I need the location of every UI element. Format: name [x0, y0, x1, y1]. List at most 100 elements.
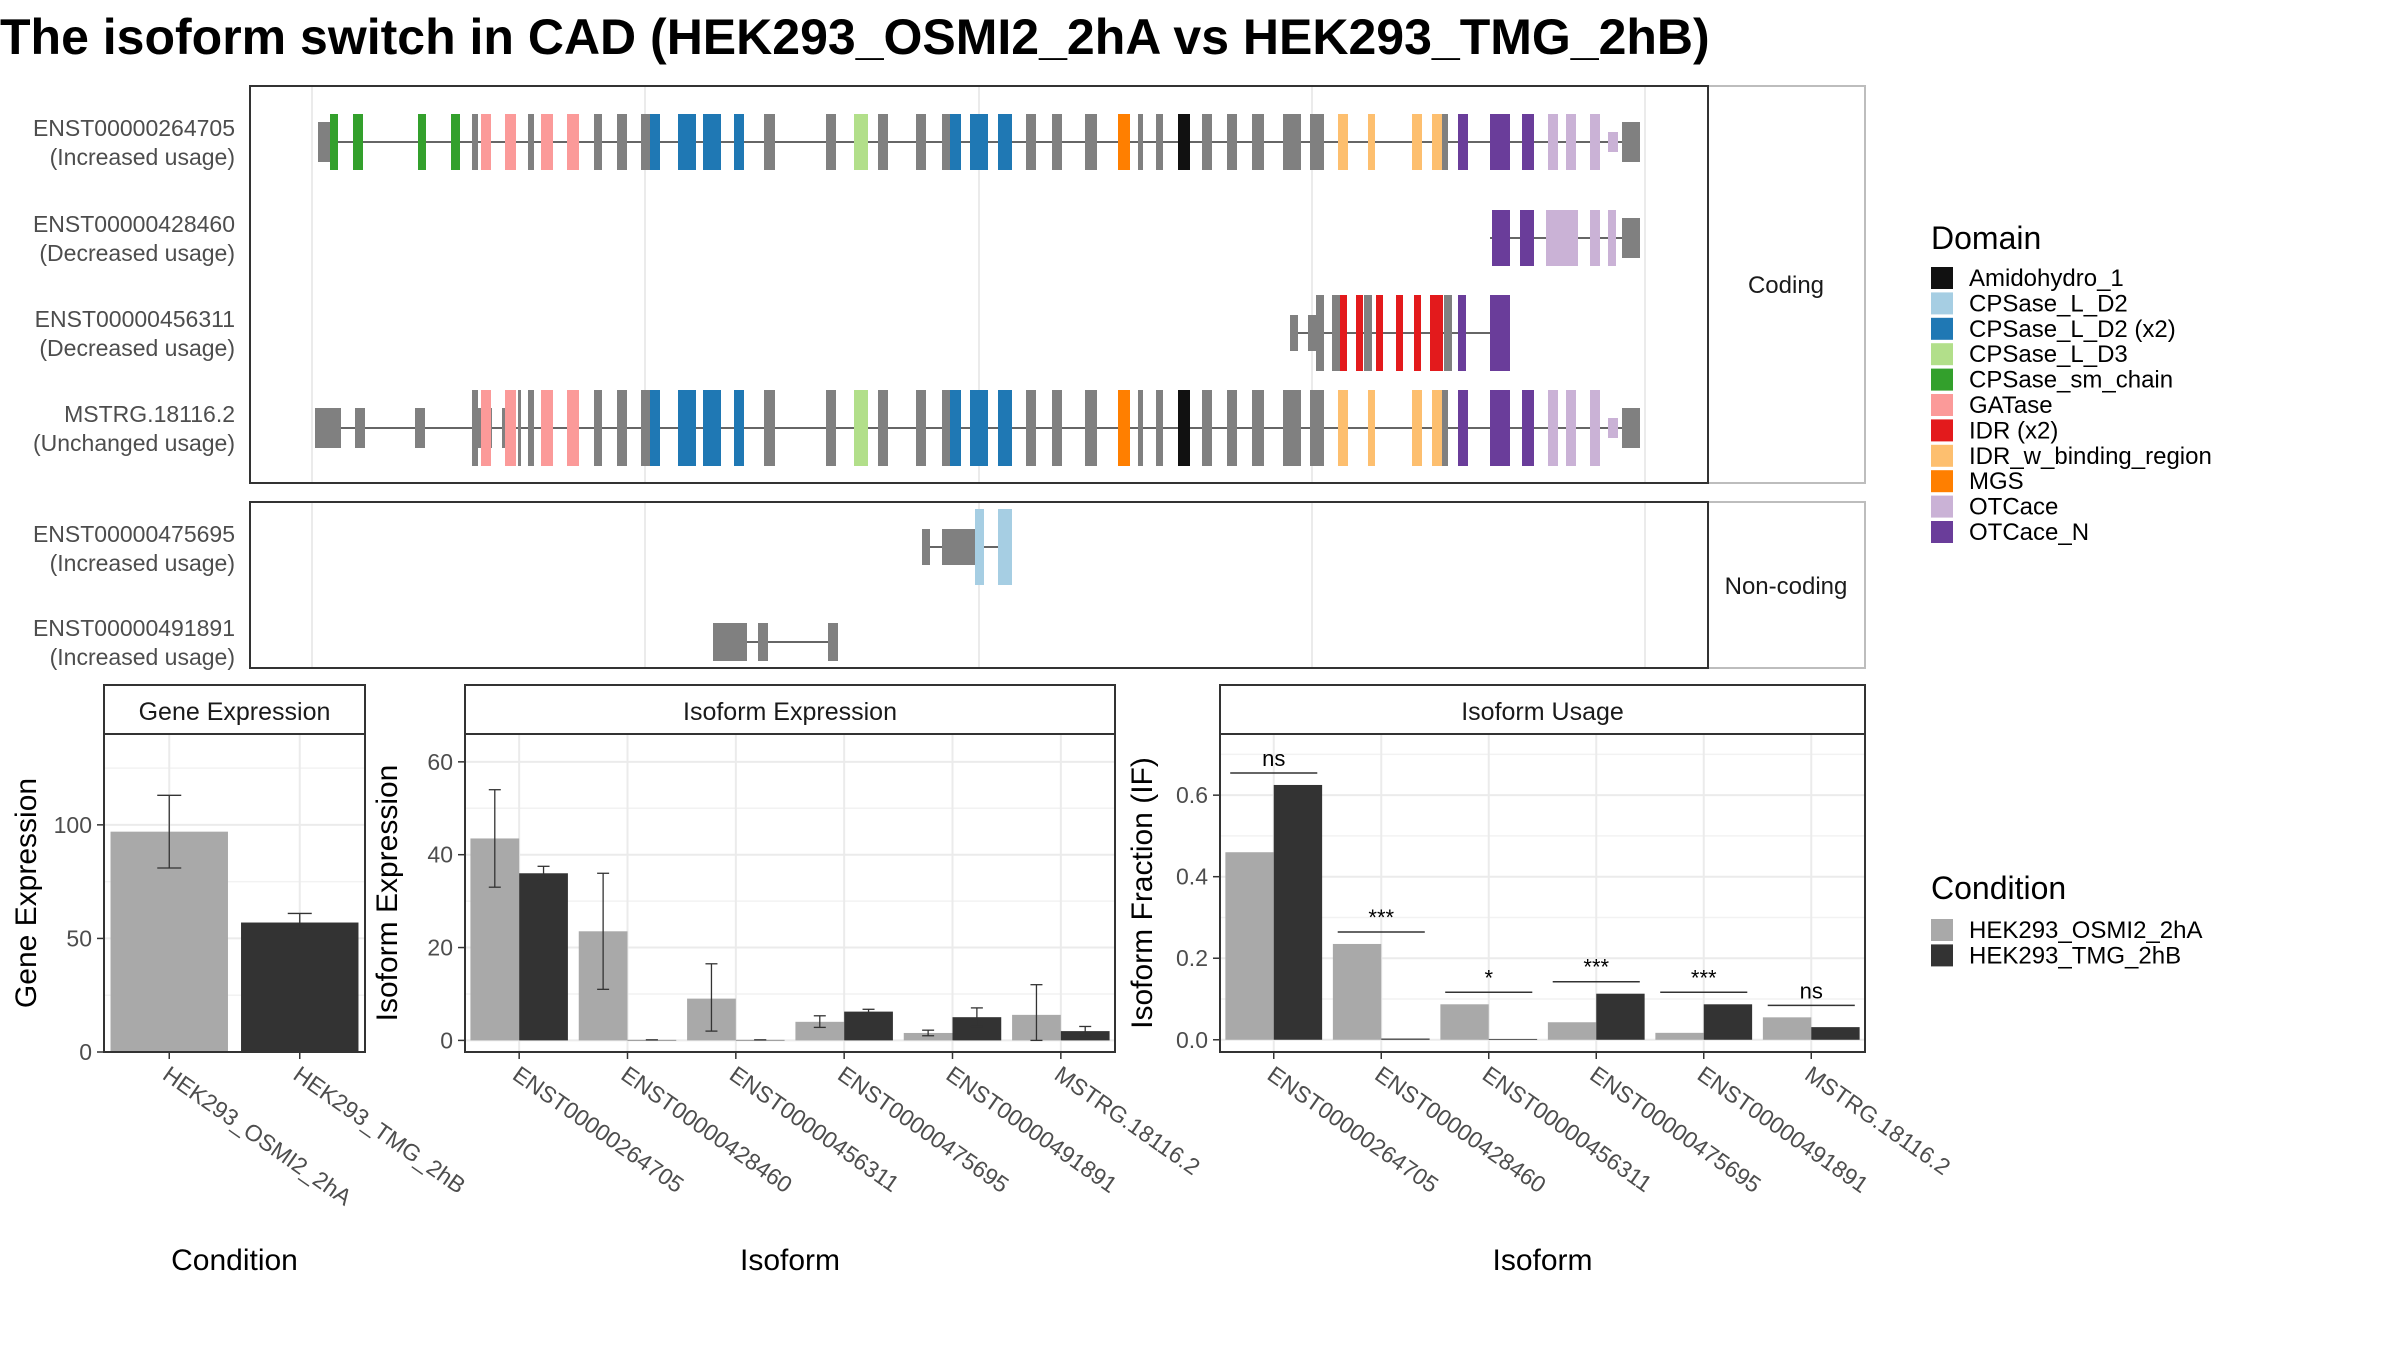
exon: [1052, 114, 1062, 170]
exon: [678, 390, 696, 466]
exon: [528, 114, 534, 170]
exon: [1548, 390, 1558, 466]
exon: [1252, 114, 1264, 170]
exon: [1138, 390, 1143, 466]
exon: [1252, 390, 1264, 466]
exon: [472, 114, 478, 170]
legend-swatch: [1931, 317, 1953, 340]
exon: [950, 114, 961, 170]
panel-strip: [464, 684, 1116, 735]
legend-item-label: HEK293_OSMI2_2hA: [1969, 917, 2202, 944]
exon: [1156, 114, 1163, 170]
utr-block: [942, 529, 976, 565]
track-usage-label: (Decreased usage): [39, 335, 235, 361]
exon: [650, 390, 660, 466]
exon: [1338, 114, 1348, 170]
exon: [518, 390, 521, 466]
exon: [650, 114, 660, 170]
utr-block: [1622, 408, 1640, 448]
exon: [1442, 114, 1448, 170]
legend-item-label: IDR_w_binding_region: [1969, 443, 2212, 470]
legend-swatch: [1931, 292, 1953, 315]
panel-title: Isoform Usage: [1461, 698, 1624, 726]
exon: [418, 114, 426, 170]
exon: [1608, 132, 1618, 152]
bar: [795, 1021, 845, 1041]
exon: [1608, 210, 1616, 266]
exon: [878, 390, 888, 466]
exon: [1552, 210, 1578, 266]
exon: [1310, 114, 1324, 170]
exon: [1178, 114, 1190, 170]
exon: [1608, 418, 1618, 438]
y-tick-label: 0: [440, 1027, 453, 1053]
track-id-label: ENST00000491891: [33, 615, 235, 641]
exon: [1178, 390, 1190, 466]
exon: [353, 114, 363, 170]
track-id-label: ENST00000264705: [33, 115, 235, 141]
utr-block: [1622, 122, 1640, 162]
exon: [1442, 390, 1448, 466]
significance-label: ***: [1691, 965, 1717, 990]
track-usage-label: (Increased usage): [50, 550, 235, 576]
bar: [1655, 1032, 1704, 1040]
bar: [903, 1032, 953, 1041]
exon: [567, 390, 579, 466]
exon: [1458, 295, 1466, 371]
exon: [505, 390, 516, 466]
exon: [1202, 390, 1212, 466]
y-axis-title: Gene Expression: [10, 778, 43, 1008]
exon: [1414, 295, 1421, 371]
exon: [854, 114, 868, 170]
bar: [1811, 1027, 1860, 1040]
exon: [916, 390, 926, 466]
track-usage-label: (Increased usage): [50, 144, 235, 170]
exon: [528, 390, 534, 466]
exon: [1283, 114, 1301, 170]
exon: [970, 114, 988, 170]
utr-block: [355, 408, 365, 448]
exon: [1590, 114, 1600, 170]
significance-label: *: [1484, 965, 1493, 990]
y-tick-label: 20: [427, 935, 453, 961]
exon: [641, 390, 651, 466]
exon: [505, 114, 516, 170]
exon: [1396, 295, 1403, 371]
bar: [1381, 1038, 1430, 1040]
exon: [594, 114, 602, 170]
exon: [1444, 295, 1452, 371]
y-tick-label: 0.6: [1176, 782, 1208, 808]
legend-item-label: Amidohydro_1: [1969, 265, 2124, 292]
bar: [1225, 852, 1274, 1040]
exon: [1227, 114, 1237, 170]
panel-strip: [103, 684, 366, 735]
exon: [826, 390, 836, 466]
condition-legend-title: Condition: [1931, 870, 2066, 906]
exon: [1085, 114, 1097, 170]
exon: [1316, 295, 1324, 371]
exon: [764, 390, 775, 466]
track-usage-label: (Decreased usage): [39, 240, 235, 266]
exon: [641, 114, 651, 170]
exon: [998, 509, 1012, 585]
exon: [617, 390, 627, 466]
exon: [1332, 295, 1340, 371]
exon: [1026, 390, 1036, 466]
exon: [481, 114, 491, 170]
exon: [1227, 390, 1237, 466]
exon: [950, 390, 961, 466]
legend-swatch: [1931, 394, 1953, 416]
legend-item-label: CPSase_L_D2: [1969, 290, 2128, 317]
exon: [1085, 390, 1097, 466]
track-usage-label: (Increased usage): [50, 644, 235, 670]
exon: [1356, 295, 1363, 371]
legend-item-label: CPSase_L_D2 (x2): [1969, 316, 2176, 343]
y-axis-title: Isoform Fraction (IF): [1126, 757, 1159, 1029]
exon: [1548, 114, 1558, 170]
exon: [734, 114, 744, 170]
exon: [1522, 114, 1534, 170]
exon: [1566, 114, 1576, 170]
noncoding-strip: [1707, 501, 1866, 669]
legend-item-label: HEK293_TMG_2hB: [1969, 942, 2181, 969]
legend-item-label: GATase: [1969, 392, 2053, 419]
